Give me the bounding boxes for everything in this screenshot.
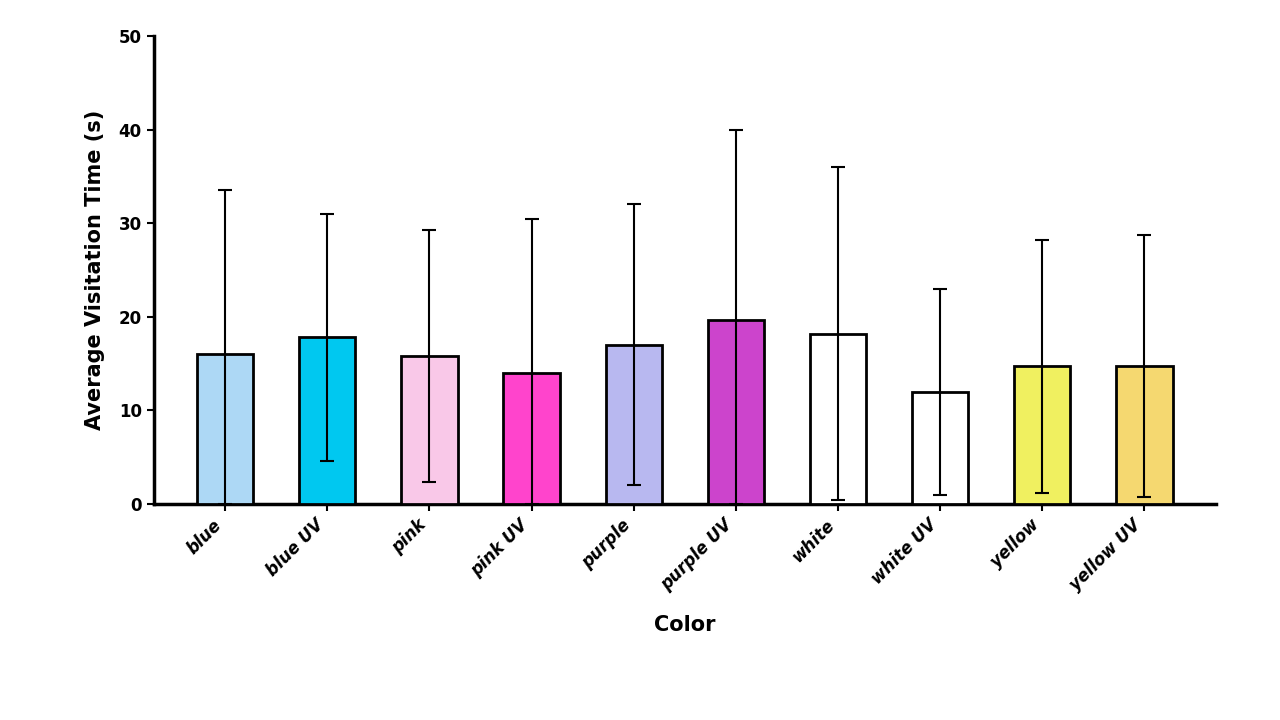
Bar (503, 373, 559, 504)
Bar (402, 356, 457, 504)
Bar (300, 338, 356, 504)
Bar (913, 392, 968, 504)
Bar (197, 354, 253, 504)
Bar (708, 320, 764, 504)
Bar (605, 345, 662, 504)
Y-axis label: Average Visitation Time (s): Average Visitation Time (s) (84, 110, 105, 430)
X-axis label: Color: Color (654, 615, 716, 635)
Bar (810, 333, 867, 504)
Bar (1014, 366, 1070, 504)
Bar (1116, 366, 1172, 504)
